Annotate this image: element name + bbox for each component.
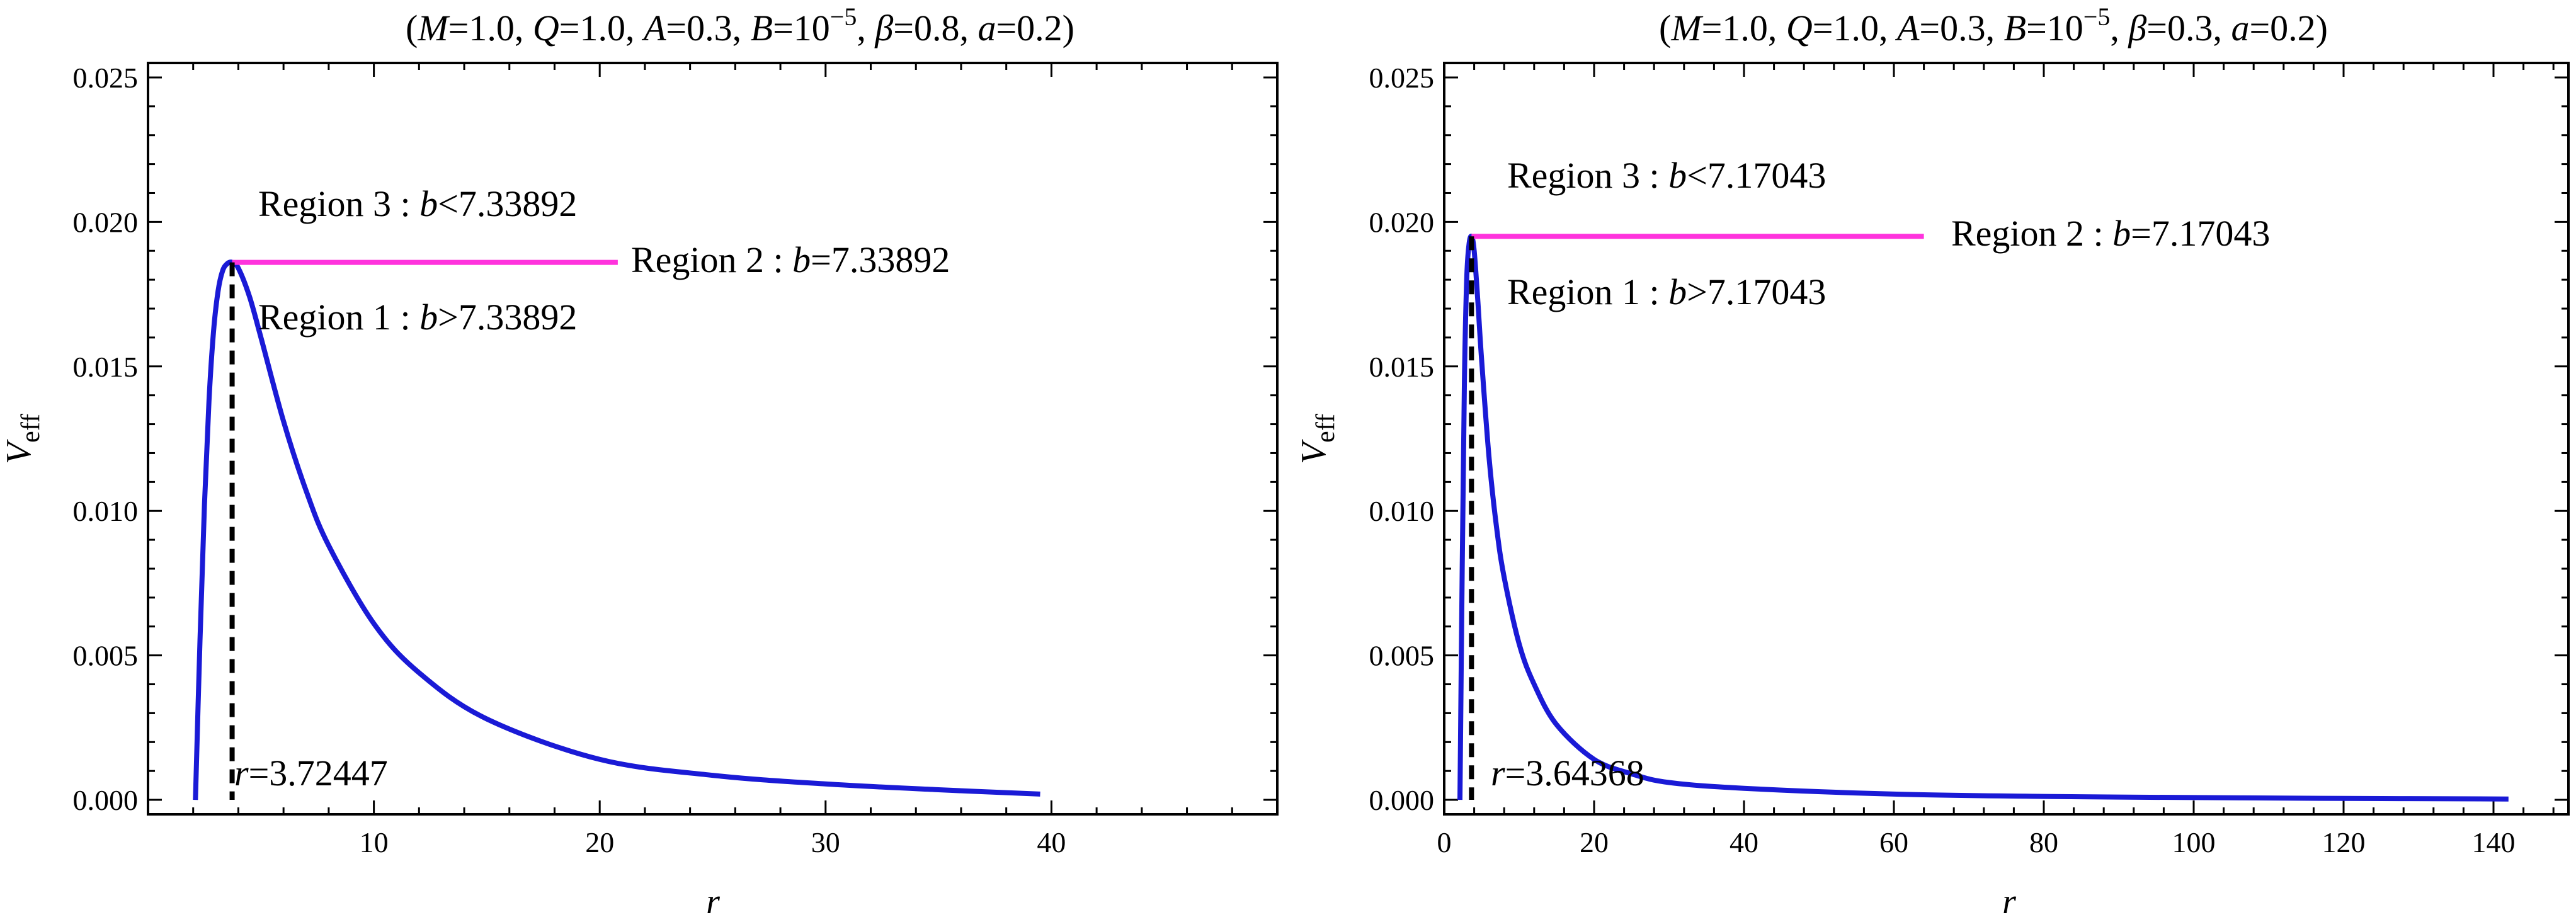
chart-left-frame: [147, 62, 1279, 816]
x-tick-label: 140: [2472, 826, 2516, 858]
y-tick-label: 0.020: [73, 206, 139, 238]
chart-left-region3-label: Region 3 : b<7.33892: [258, 183, 577, 224]
chart-left-x-tick-labels: 10 20 30 40: [360, 826, 1066, 858]
y-tick-label: 0.015: [1369, 351, 1435, 383]
x-tick-label: 30: [811, 826, 840, 858]
chart-left-y-axis-label: Veff: [0, 414, 45, 464]
x-tick-label: 80: [2029, 826, 2058, 858]
chart-right-title: (M=1.0, Q=1.0, A=0.3, B=10−5, β=0.3, a=0…: [1659, 3, 2328, 48]
x-tick-label: 60: [1879, 826, 1908, 858]
x-tick-label: 100: [2172, 826, 2216, 858]
y-tick-label: 0.000: [1369, 784, 1435, 816]
y-tick-label: 0.025: [1369, 62, 1435, 94]
chart-right-veff-curve: [1457, 233, 2509, 802]
chart-left-ticks: [147, 63, 1279, 814]
x-tick-label: 10: [360, 826, 389, 858]
chart-left: (M=1.0, Q=1.0, A=0.3, B=10−5, β=0.8, a=0…: [0, 3, 1279, 921]
x-tick-label: 40: [1730, 826, 1758, 858]
chart-left-title: (M=1.0, Q=1.0, A=0.3, B=10−5, β=0.8, a=0…: [406, 3, 1074, 48]
chart-left-veff-curve: [193, 259, 1040, 800]
x-tick-label: 40: [1037, 826, 1066, 858]
chart-left-region1-label: Region 1 : b>7.33892: [258, 297, 577, 338]
chart-right: (M=1.0, Q=1.0, A=0.3, B=10−5, β=0.3, a=0…: [1294, 3, 2570, 921]
y-tick-label: 0.005: [73, 640, 139, 672]
y-tick-label: 0.000: [73, 784, 139, 816]
y-tick-label: 0.015: [73, 351, 139, 383]
chart-right-y-tick-labels: 0.000 0.005 0.010 0.015 0.020 0.025: [1369, 62, 1435, 816]
x-tick-label: 20: [1580, 826, 1609, 858]
y-tick-label: 0.005: [1369, 640, 1435, 672]
chart-right-ticks: [1443, 63, 2568, 814]
chart-right-frame: [1443, 62, 2570, 816]
chart-right-region3-label: Region 3 : b<7.17043: [1507, 155, 1826, 196]
y-tick-label: 0.020: [1369, 206, 1435, 238]
y-tick-label: 0.010: [1369, 495, 1435, 527]
x-tick-label: 120: [2322, 826, 2366, 858]
chart-right-region1-label: Region 1 : b>7.17043: [1507, 271, 1826, 312]
chart-right-x-tick-labels: 0 20 40 60 80 100 120 140: [1437, 826, 2516, 858]
chart-left-peak-radius-label: r=3.72447: [234, 753, 388, 794]
chart-left-region2-label: Region 2 : b=7.33892: [631, 239, 950, 280]
chart-right-y-axis-label: Veff: [1294, 414, 1340, 464]
x-tick-label: 0: [1437, 826, 1452, 858]
chart-left-y-tick-labels: 0.000 0.005 0.010 0.015 0.020 0.025: [73, 62, 139, 816]
y-tick-label: 0.010: [73, 495, 139, 527]
y-tick-label: 0.025: [73, 62, 139, 94]
chart-right-region2-label: Region 2 : b=7.17043: [1951, 213, 2270, 254]
chart-left-x-axis-label: r: [706, 882, 720, 921]
chart-right-x-axis-label: r: [2002, 882, 2016, 921]
chart-right-peak-radius-label: r=3.64368: [1491, 753, 1644, 794]
x-tick-label: 20: [585, 826, 614, 858]
